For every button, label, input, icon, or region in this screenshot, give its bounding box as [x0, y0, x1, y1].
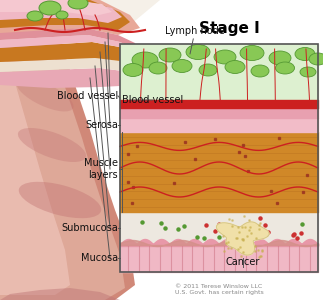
Ellipse shape — [269, 51, 291, 65]
Polygon shape — [0, 40, 135, 300]
Ellipse shape — [309, 53, 323, 65]
Ellipse shape — [16, 79, 73, 112]
Polygon shape — [0, 50, 125, 300]
Text: Mucosa: Mucosa — [81, 253, 118, 263]
Polygon shape — [0, 288, 120, 300]
Polygon shape — [0, 42, 145, 68]
Text: Lymph node: Lymph node — [165, 26, 225, 54]
Polygon shape — [0, 28, 138, 50]
Polygon shape — [0, 0, 122, 23]
FancyBboxPatch shape — [120, 44, 318, 272]
Ellipse shape — [39, 1, 61, 15]
Ellipse shape — [18, 128, 86, 162]
Ellipse shape — [68, 0, 88, 9]
Text: Muscle
layers: Muscle layers — [84, 158, 118, 180]
Ellipse shape — [199, 64, 217, 76]
Polygon shape — [0, 35, 142, 56]
Polygon shape — [216, 222, 269, 255]
Polygon shape — [0, 0, 160, 45]
Ellipse shape — [27, 11, 43, 21]
Polygon shape — [0, 55, 70, 295]
Ellipse shape — [251, 65, 269, 77]
Polygon shape — [0, 68, 148, 88]
Polygon shape — [0, 0, 112, 16]
Ellipse shape — [240, 46, 264, 61]
Ellipse shape — [276, 62, 295, 74]
Ellipse shape — [300, 67, 316, 77]
Ellipse shape — [214, 50, 236, 64]
Ellipse shape — [225, 61, 245, 74]
Text: Serosa: Serosa — [85, 120, 118, 130]
Text: Submucosa: Submucosa — [61, 223, 118, 233]
Ellipse shape — [149, 62, 167, 74]
Text: Cancer: Cancer — [225, 257, 260, 267]
Text: Stage I: Stage I — [199, 20, 259, 35]
Text: Blood vessel: Blood vessel — [122, 95, 183, 105]
Ellipse shape — [186, 44, 210, 59]
Ellipse shape — [56, 11, 68, 19]
Ellipse shape — [123, 64, 143, 76]
Ellipse shape — [172, 59, 192, 73]
Ellipse shape — [132, 52, 158, 68]
Ellipse shape — [19, 182, 101, 218]
Polygon shape — [0, 0, 130, 30]
Text: © 2011 Terese Winslow LLC
U.S. Govt. has certain rights: © 2011 Terese Winslow LLC U.S. Govt. has… — [175, 284, 263, 295]
Ellipse shape — [295, 47, 315, 61]
Text: Blood vessel: Blood vessel — [57, 91, 118, 101]
Polygon shape — [0, 0, 140, 35]
Polygon shape — [0, 58, 148, 78]
Ellipse shape — [159, 48, 181, 62]
